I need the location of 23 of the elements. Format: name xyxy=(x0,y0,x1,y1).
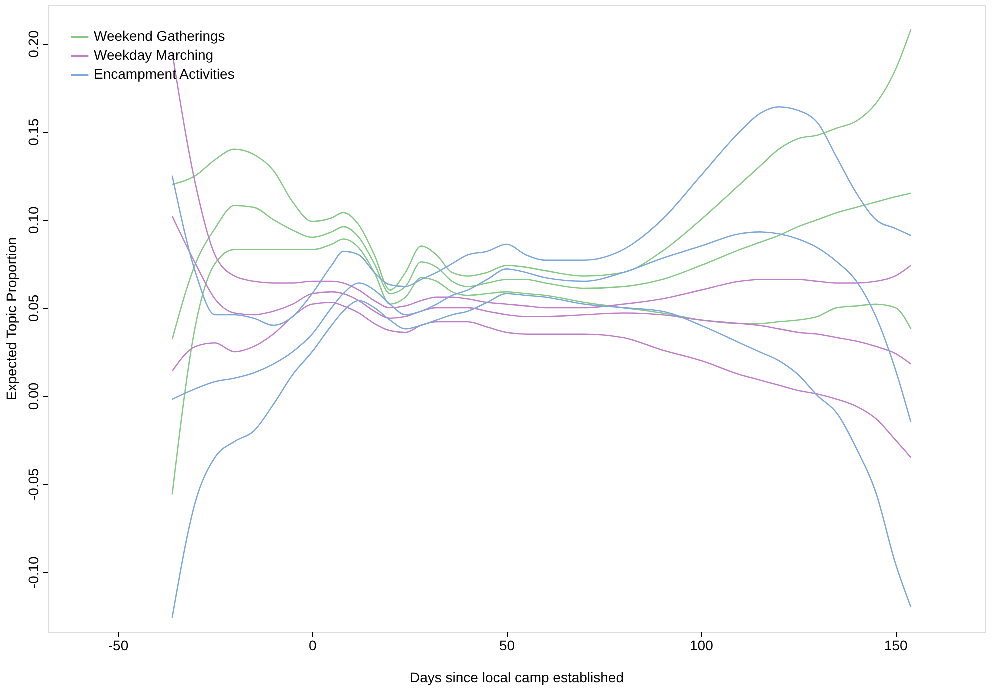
y-tick-label: 0.00 xyxy=(26,382,42,410)
legend-label: Weekend Gatherings xyxy=(94,28,226,44)
y-tick-label: 0.05 xyxy=(26,294,42,322)
y-tick-label: -0.10 xyxy=(26,556,42,589)
legend-label: Weekday Marching xyxy=(94,47,214,63)
x-tick-label: 100 xyxy=(690,638,714,654)
x-tick-label: 50 xyxy=(499,638,516,654)
line-series xyxy=(172,293,912,619)
x-tick-label: 0 xyxy=(308,638,317,654)
x-axis-title: Days since local camp established xyxy=(410,670,624,686)
line-series xyxy=(172,232,912,424)
y-tick-label: -0.05 xyxy=(26,468,42,501)
y-tick-label: 0.15 xyxy=(26,118,42,146)
line-series xyxy=(172,106,912,326)
y-tick-label: 0.20 xyxy=(26,30,42,58)
line-series xyxy=(172,216,912,365)
line-series xyxy=(172,302,912,458)
y-axis-title: Expected Topic Proportion xyxy=(4,237,20,401)
line-series xyxy=(172,238,912,496)
y-tick-label: 0.10 xyxy=(26,206,42,234)
x-tick-label: -50 xyxy=(108,638,129,654)
x-tick-label: 150 xyxy=(884,638,908,654)
legend-label: Encampment Activities xyxy=(94,66,235,82)
